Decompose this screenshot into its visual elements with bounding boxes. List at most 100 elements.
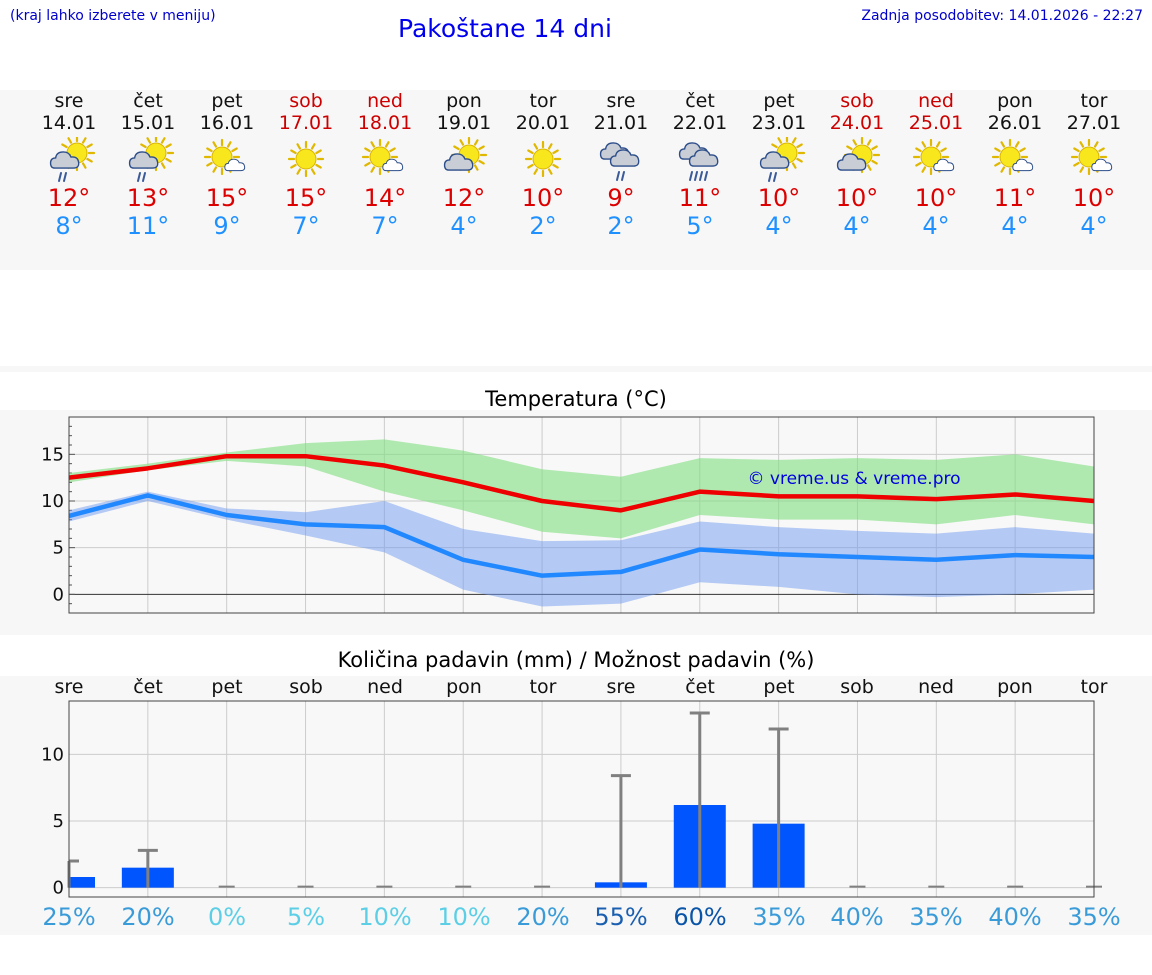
watermark-text: © vreme.us & vreme.pro xyxy=(747,469,960,489)
day-date: 25.01 xyxy=(908,112,964,134)
forecast-days-band xyxy=(0,90,1152,270)
temp-min: 7° xyxy=(292,212,320,240)
cloud-shape xyxy=(224,158,246,172)
day-name: pet xyxy=(763,90,795,112)
day-date: 20.01 xyxy=(515,112,571,134)
y-tick-label: 10 xyxy=(41,491,64,512)
temp-max: 10° xyxy=(1072,184,1116,212)
temp-min: 4° xyxy=(922,212,950,240)
precip-probability: 55% xyxy=(594,903,648,931)
day-date: 16.01 xyxy=(199,112,255,134)
temp-max: 10° xyxy=(521,184,565,212)
cloud-shape xyxy=(382,158,404,172)
temp-max: 14° xyxy=(363,184,407,212)
precip-day-label: sre xyxy=(54,676,84,698)
cloud-shape xyxy=(836,153,867,171)
cloud-shape xyxy=(609,149,640,167)
temp-max: 15° xyxy=(284,184,328,212)
cloud-shape xyxy=(49,151,80,169)
temp-min: 4° xyxy=(843,212,871,240)
day-name: sre xyxy=(54,90,84,112)
day-date: 22.01 xyxy=(672,112,728,134)
day-name: tor xyxy=(1080,90,1108,112)
rain-shape xyxy=(689,171,708,181)
temp-min: 2° xyxy=(607,212,635,240)
precip-probability: 5% xyxy=(286,903,326,931)
temp-min: 8° xyxy=(55,212,83,240)
precip-day-label: čet xyxy=(133,676,163,698)
precip-day-label: tor xyxy=(1080,676,1108,698)
temp-min: 4° xyxy=(1080,212,1108,240)
plot-area xyxy=(69,701,1094,897)
sun-small-cloud-icon xyxy=(361,138,404,176)
day-column: čet 22.01 11° 5° xyxy=(660,90,740,240)
temp-max: 9° xyxy=(607,184,635,212)
cloud-shape xyxy=(688,149,719,167)
temp-max: 10° xyxy=(757,184,801,212)
rain-shape xyxy=(616,171,625,181)
day-date: 21.01 xyxy=(593,112,649,134)
sun-cloud-rain-icon xyxy=(759,137,806,182)
precipitation-chart-title: Količina padavin (mm) / Možnost padavin … xyxy=(337,648,815,672)
day-name: tor xyxy=(529,90,557,112)
temp-min: 2° xyxy=(529,212,557,240)
day-name: sre xyxy=(606,90,636,112)
location-hint: (kraj lahko izberete v meniju) xyxy=(10,8,216,24)
day-name: ned xyxy=(918,90,954,112)
y-tick-label: 10 xyxy=(41,744,64,765)
precip-day-label: tor xyxy=(529,676,557,698)
precip-probability: 35% xyxy=(1067,903,1121,931)
day-date: 26.01 xyxy=(987,112,1043,134)
sun-cloud-rain-icon xyxy=(49,137,96,182)
rain-shape xyxy=(58,172,67,182)
temp-min: 7° xyxy=(371,212,399,240)
day-column: sre 21.01 9° 2° xyxy=(581,90,661,240)
temp-max: 15° xyxy=(205,184,249,212)
day-name: pon xyxy=(997,90,1033,112)
precip-probability: 10% xyxy=(358,903,412,931)
day-name: sob xyxy=(289,90,323,112)
cloud-heavy-rain-icon xyxy=(678,142,719,181)
day-date: 19.01 xyxy=(436,112,492,134)
plot-border xyxy=(68,416,1095,614)
day-column: pet 16.01 15° 9° xyxy=(187,90,267,240)
temp-max: 12° xyxy=(442,184,486,212)
y-tick-label: 0 xyxy=(53,878,64,899)
precip-day-label: pon xyxy=(446,676,482,698)
cloud-shape xyxy=(1091,158,1113,172)
sun-cloud-icon xyxy=(836,137,881,174)
cloud-shape xyxy=(759,151,790,169)
sun-cloud-icon xyxy=(443,137,488,174)
temp-min: 5° xyxy=(686,212,714,240)
precip-probability: 60% xyxy=(673,903,727,931)
precip-day-label: pon xyxy=(997,676,1033,698)
day-column: tor 20.01 10° 2° xyxy=(503,90,583,240)
cloud-rain-icon xyxy=(599,142,640,181)
y-tick-label: 15 xyxy=(41,444,64,465)
precip-probability: 20% xyxy=(121,903,175,931)
day-name: sob xyxy=(840,90,874,112)
temp-max: 11° xyxy=(678,184,722,212)
temp-min: 4° xyxy=(765,212,793,240)
sun-small-cloud-icon xyxy=(991,138,1034,176)
temp-max: 11° xyxy=(993,184,1037,212)
precip-day-label: pet xyxy=(211,676,243,698)
sun-shape xyxy=(524,140,562,178)
cloud-shape xyxy=(443,153,474,171)
temp-max: 10° xyxy=(835,184,879,212)
day-date: 15.01 xyxy=(120,112,176,134)
day-name: pon xyxy=(446,90,482,112)
day-column: ned 25.01 10° 4° xyxy=(896,90,976,240)
day-column: ned 18.01 14° 7° xyxy=(345,90,425,240)
precip-day-label: ned xyxy=(367,676,403,698)
day-name: čet xyxy=(133,90,163,112)
rain-shape xyxy=(768,172,777,182)
sun-shape xyxy=(287,140,325,178)
separator-band xyxy=(0,366,1152,372)
day-date: 18.01 xyxy=(357,112,413,134)
day-date: 27.01 xyxy=(1066,112,1122,134)
precip-day-label: čet xyxy=(685,676,715,698)
temperature-chart-title: Temperatura (°C) xyxy=(485,387,667,411)
precip-probability: 35% xyxy=(752,903,806,931)
day-name: pet xyxy=(211,90,243,112)
